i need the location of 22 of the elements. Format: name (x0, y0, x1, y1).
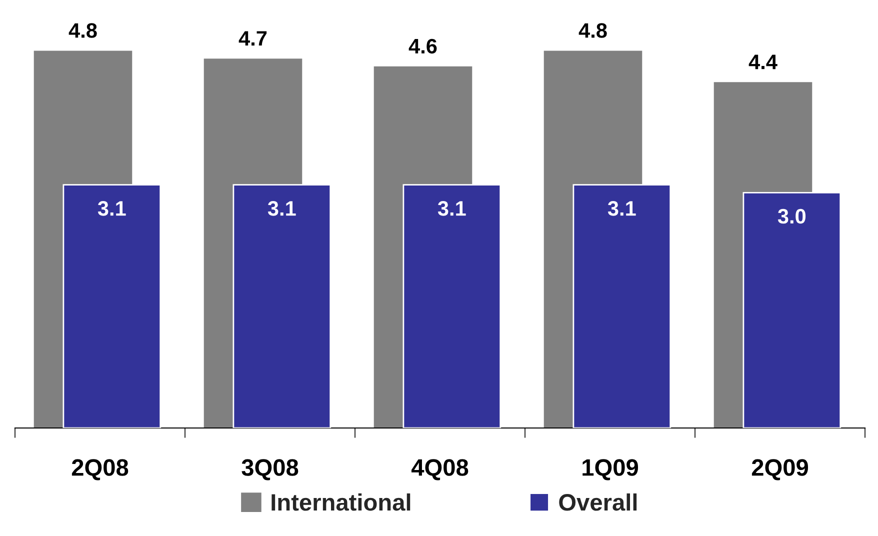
data-label: 3.1 (608, 201, 636, 216)
data-label: 3.1 (438, 201, 466, 216)
bar (62, 184, 162, 428)
bar (572, 184, 672, 428)
x-tick-label: 2Q09 (752, 459, 808, 480)
data-label: 4.6 (408, 38, 437, 54)
data-label: 3.0 (778, 208, 806, 224)
data-label: 3.1 (268, 201, 296, 216)
x-tick-label: 1Q09 (582, 459, 638, 480)
data-label: 4.7 (238, 31, 267, 46)
x-tick-label: 2Q08 (72, 459, 128, 480)
data-label: 4.4 (748, 54, 778, 70)
bar (742, 192, 842, 428)
data-label: 3.1 (98, 201, 126, 216)
legend-label: Overall (559, 493, 637, 511)
bar (402, 184, 502, 428)
x-tick-label: 4Q08 (411, 459, 468, 480)
x-tick-label: 3Q08 (242, 459, 298, 480)
data-label: 4.8 (68, 23, 97, 38)
bar (232, 184, 332, 428)
legend-label: International (272, 493, 410, 511)
data-label: 4.8 (578, 23, 607, 38)
